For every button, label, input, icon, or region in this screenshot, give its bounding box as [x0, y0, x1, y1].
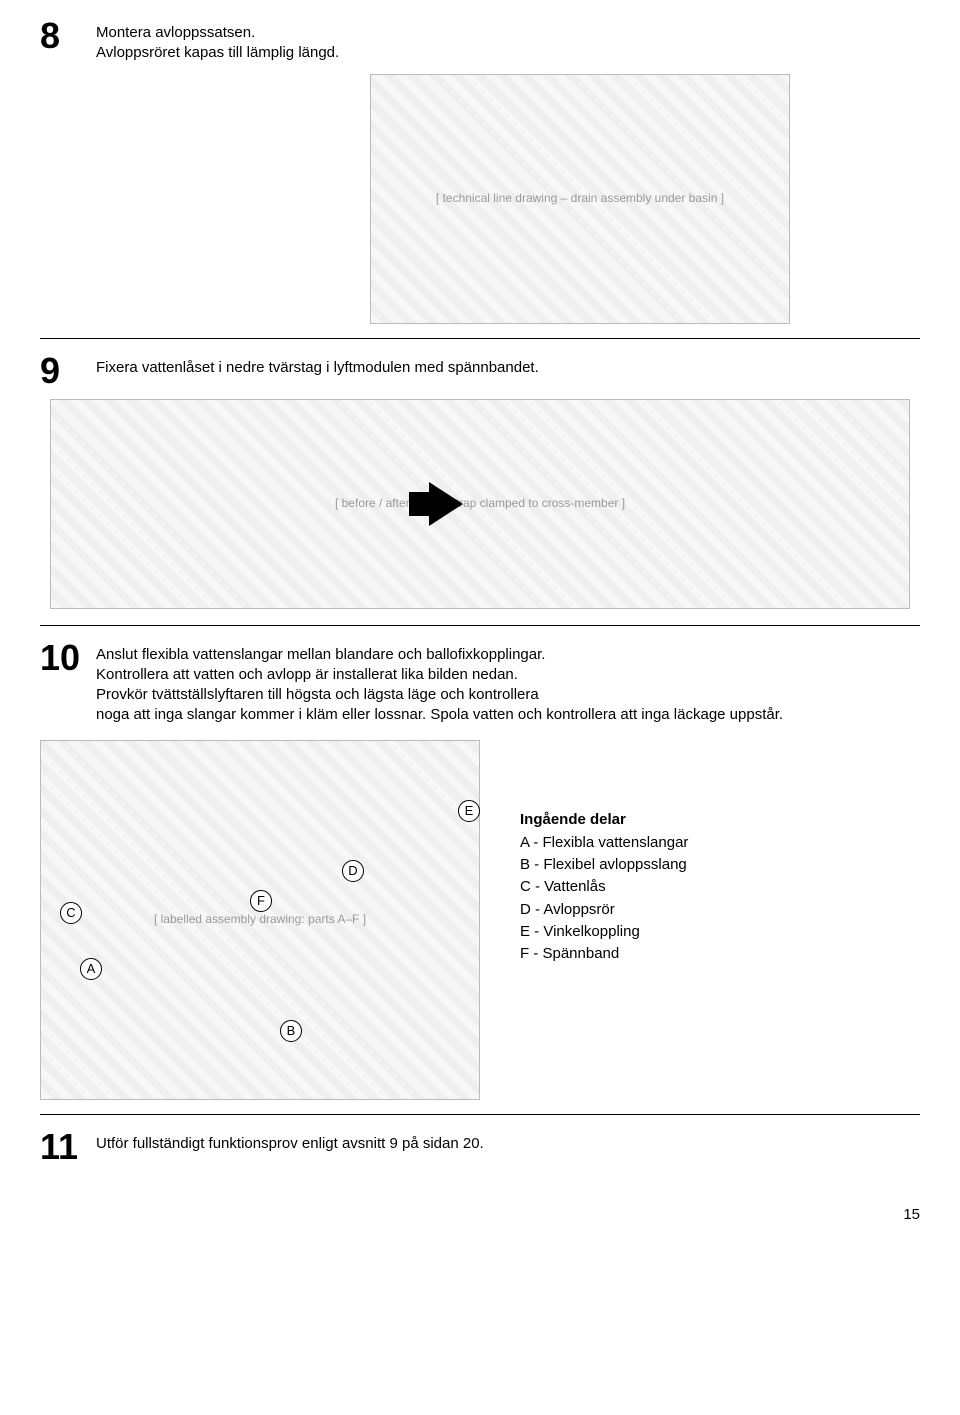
- step-10-number: 10: [40, 640, 82, 676]
- parts-title: Ingående delar: [520, 810, 688, 830]
- step-10-line-1: Anslut flexibla vattenslangar mellan bla…: [96, 645, 783, 665]
- callout-b: B: [280, 1020, 302, 1042]
- step-8-text: Montera avloppssatsen. Avloppsröret kapa…: [96, 18, 339, 64]
- parts-a: A - Flexibla vattenslangar: [520, 833, 688, 853]
- arrow-right-icon: [429, 482, 463, 526]
- step-11: 11 Utför fullständigt funktionsprov enli…: [40, 1129, 920, 1165]
- parts-list: Ingående delar A - Flexibla vattenslanga…: [520, 740, 688, 967]
- parts-c: C - Vattenlås: [520, 877, 688, 897]
- step-8: 8 Montera avloppssatsen. Avloppsröret ka…: [40, 18, 920, 64]
- figure-step-9: [ before / after – water trap clamped to…: [50, 399, 910, 609]
- figure-step-8: [ technical line drawing – drain assembl…: [370, 74, 790, 324]
- step-10-text: Anslut flexibla vattenslangar mellan bla…: [96, 640, 783, 726]
- step-11-number: 11: [40, 1129, 82, 1165]
- step-10-line-3: Provkör tvättställslyftaren till högsta …: [96, 685, 783, 705]
- divider-9-10: [40, 625, 920, 626]
- step-9: 9 Fixera vattenlåset i nedre tvärstag i …: [40, 353, 920, 389]
- page-number: 15: [40, 1205, 920, 1225]
- step-9-number: 9: [40, 353, 82, 389]
- step-8-number: 8: [40, 18, 82, 54]
- divider-10-11: [40, 1114, 920, 1115]
- callout-c: C: [60, 902, 82, 924]
- step-9-text: Fixera vattenlåset i nedre tvärstag i ly…: [96, 353, 539, 378]
- callout-d: D: [342, 860, 364, 882]
- parts-d: D - Avloppsrör: [520, 900, 688, 920]
- step-10-line-4: noga att inga slangar kommer i kläm elle…: [96, 705, 783, 725]
- step-11-text: Utför fullständigt funktionsprov enligt …: [96, 1129, 484, 1154]
- callout-a: A: [80, 958, 102, 980]
- figure-step-8-label: [ technical line drawing – drain assembl…: [436, 190, 724, 206]
- figure-step-9-label: [ before / after – water trap clamped to…: [335, 495, 625, 511]
- step-10-row: [ labelled assembly drawing: parts A–F ]…: [40, 740, 920, 1100]
- step-8-line-2: Avloppsröret kapas till lämplig längd.: [96, 43, 339, 63]
- figure-step-10: [ labelled assembly drawing: parts A–F ]: [40, 740, 480, 1100]
- divider-8-9: [40, 338, 920, 339]
- callout-e: E: [458, 800, 480, 822]
- figure-step-10-label: [ labelled assembly drawing: parts A–F ]: [154, 911, 366, 927]
- callout-f: F: [250, 890, 272, 912]
- figure-step-10-wrap: [ labelled assembly drawing: parts A–F ]…: [40, 740, 480, 1100]
- parts-e: E - Vinkelkoppling: [520, 922, 688, 942]
- step-10-line-2: Kontrollera att vatten och avlopp är ins…: [96, 665, 783, 685]
- parts-f: F - Spännband: [520, 944, 688, 964]
- parts-b: B - Flexibel avloppsslang: [520, 855, 688, 875]
- step-8-line-1: Montera avloppssatsen.: [96, 23, 339, 43]
- step-10: 10 Anslut flexibla vattenslangar mellan …: [40, 640, 920, 726]
